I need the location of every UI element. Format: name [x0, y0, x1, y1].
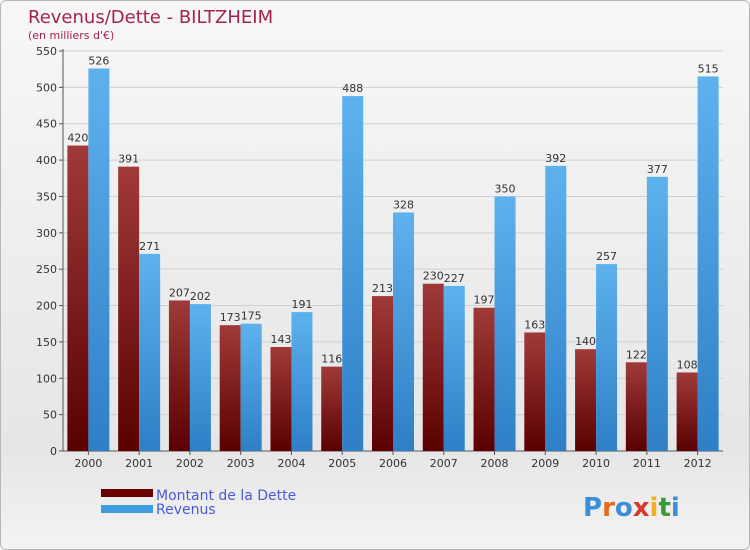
y-tick-label: 150	[36, 336, 57, 349]
value-label: 515	[698, 62, 719, 75]
x-tick-label: 2008	[481, 457, 509, 470]
bar-revenus	[545, 165, 567, 451]
value-label: 271	[139, 240, 160, 253]
value-label: 391	[118, 153, 139, 166]
bar-dette	[118, 166, 140, 452]
value-label: 191	[291, 298, 312, 311]
x-axis: 2000 2001 2002 2003 2004 2005 2006 2007 2008 2009…	[74, 451, 712, 470]
x-tick-label: 2007	[430, 457, 458, 470]
y-tick-label: 550	[36, 45, 57, 58]
legend-swatch-debt	[101, 489, 153, 497]
value-label: 227	[444, 272, 465, 285]
value-labels: 420 526 391 271 207 202 173 175 143 191 116 488 213 3…	[67, 54, 718, 371]
legend-label-debt: Montant de la Dette	[156, 488, 296, 504]
y-tick-label: 100	[36, 372, 57, 385]
x-tick-label: 2005	[328, 457, 356, 470]
bar-revenus	[189, 304, 211, 451]
chart-title: Revenus/Dette - BILTZHEIM	[28, 7, 273, 28]
bar-dette	[321, 366, 343, 451]
bar-dette	[219, 325, 241, 451]
x-tick-label: 2002	[176, 457, 204, 470]
value-label: 213	[372, 282, 393, 295]
x-tick-label: 2000	[74, 457, 102, 470]
y-tick-label: 300	[36, 227, 57, 240]
value-label: 207	[169, 286, 190, 299]
y-tick-label: 500	[36, 81, 57, 94]
x-tick-label: 2006	[379, 457, 407, 470]
x-tick-label: 2009	[531, 457, 559, 470]
value-label: 143	[270, 333, 291, 346]
value-label: 108	[677, 358, 698, 371]
svg-text:Proxiti: Proxiti	[583, 493, 680, 523]
x-tick-label: 2001	[125, 457, 153, 470]
bar-dette	[473, 307, 495, 451]
y-tick-label: 0	[50, 445, 57, 458]
value-label: 230	[423, 270, 444, 283]
value-label: 377	[647, 163, 668, 176]
value-label: 116	[321, 353, 342, 366]
value-label: 392	[545, 152, 566, 165]
value-label: 526	[88, 54, 109, 67]
bar-revenus	[494, 196, 516, 451]
y-tick-label: 200	[36, 300, 57, 313]
y-tick-label: 350	[36, 190, 57, 203]
bar-revenus	[240, 323, 262, 451]
value-label: 350	[495, 182, 516, 195]
chart-subtitle: (en milliers d'€)	[28, 29, 114, 42]
bar-dette	[168, 300, 190, 451]
value-label: 163	[524, 318, 545, 331]
bar-dette	[422, 283, 444, 451]
bars	[67, 68, 719, 452]
x-tick-label: 2003	[227, 457, 255, 470]
value-label: 175	[241, 310, 262, 323]
bar-dette	[67, 145, 89, 451]
value-label: 140	[575, 335, 596, 348]
value-label: 328	[393, 198, 414, 211]
bar-dette	[625, 362, 647, 451]
bar-revenus	[393, 212, 414, 451]
value-label: 197	[474, 294, 495, 307]
legend: Montant de la Dette Revenus	[101, 488, 296, 518]
value-label: 257	[596, 250, 617, 263]
bar-revenus	[596, 264, 618, 451]
bar-revenus	[646, 176, 668, 451]
x-tick-label: 2010	[582, 457, 610, 470]
y-tick-label: 250	[36, 263, 57, 276]
bar-dette	[676, 372, 698, 451]
legend-label-revenus: Revenus	[156, 502, 216, 518]
value-label: 173	[220, 311, 241, 324]
legend-swatch-revenus	[101, 505, 153, 513]
bar-dette	[372, 296, 393, 451]
bar-dette	[524, 332, 546, 451]
bar-dette	[270, 347, 292, 451]
bar-revenus	[342, 96, 364, 451]
value-label: 122	[626, 348, 647, 361]
value-label: 488	[342, 82, 363, 95]
y-tick-label: 450	[36, 118, 57, 131]
x-tick-label: 2011	[633, 457, 661, 470]
x-tick-label: 2004	[277, 457, 305, 470]
bar-revenus	[88, 68, 110, 452]
bar-revenus	[697, 76, 719, 452]
bar-dette	[575, 349, 597, 451]
proxiti-logo: Proxiti	[583, 493, 680, 523]
y-tick-label: 50	[43, 409, 57, 422]
bar-revenus	[139, 253, 161, 451]
value-label: 420	[67, 132, 88, 145]
bar-revenus	[291, 312, 313, 451]
y-tick-label: 400	[36, 154, 57, 167]
value-label: 202	[190, 290, 211, 303]
bar-revenus	[443, 285, 465, 451]
x-tick-label: 2012	[684, 457, 712, 470]
